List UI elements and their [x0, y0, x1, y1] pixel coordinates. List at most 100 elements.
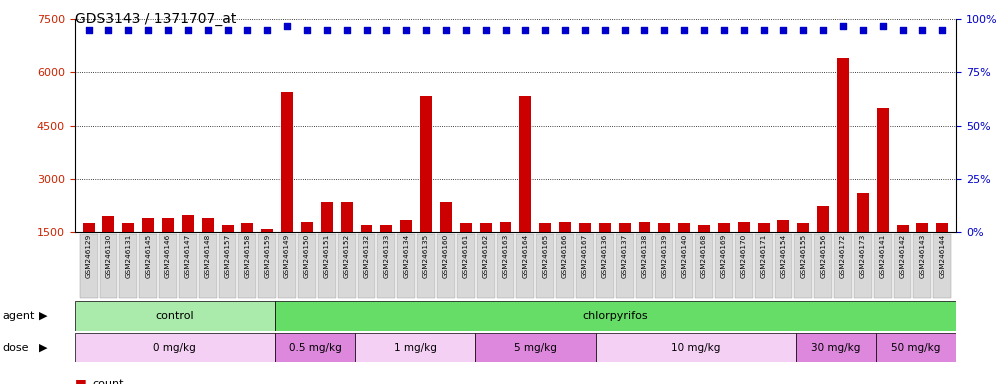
Point — [815, 27, 831, 33]
FancyBboxPatch shape — [576, 233, 594, 298]
Bar — [936, 223, 948, 286]
Point — [617, 27, 632, 33]
Point — [140, 27, 156, 33]
FancyBboxPatch shape — [755, 233, 773, 298]
Bar — [221, 225, 233, 286]
Point — [874, 23, 890, 29]
Bar — [738, 222, 750, 286]
FancyBboxPatch shape — [876, 333, 956, 362]
Point — [537, 27, 553, 33]
Text: GSM246157: GSM246157 — [224, 233, 230, 278]
Point — [219, 27, 235, 33]
Point — [716, 27, 732, 33]
Text: GSM246130: GSM246130 — [106, 233, 112, 278]
Bar — [559, 222, 571, 286]
Bar — [817, 206, 829, 286]
Text: GSM246166: GSM246166 — [562, 233, 568, 278]
FancyBboxPatch shape — [695, 233, 713, 298]
Bar — [361, 225, 373, 286]
Text: GSM246136: GSM246136 — [602, 233, 608, 278]
Point — [855, 27, 871, 33]
Point — [676, 27, 692, 33]
Bar — [480, 223, 492, 286]
Text: GSM246131: GSM246131 — [125, 233, 131, 278]
Bar — [440, 202, 452, 286]
Bar — [896, 225, 908, 286]
Point — [339, 27, 355, 33]
Text: control: control — [155, 311, 194, 321]
Bar — [579, 223, 591, 286]
FancyBboxPatch shape — [796, 333, 876, 362]
Text: GSM246172: GSM246172 — [840, 233, 846, 278]
Point — [160, 27, 176, 33]
FancyBboxPatch shape — [814, 233, 832, 298]
FancyBboxPatch shape — [635, 233, 653, 298]
Text: GSM246145: GSM246145 — [145, 233, 151, 278]
Bar — [539, 223, 551, 286]
Point — [835, 23, 851, 29]
FancyBboxPatch shape — [893, 233, 911, 298]
FancyBboxPatch shape — [219, 233, 236, 298]
Text: GSM246168: GSM246168 — [701, 233, 707, 278]
Bar — [321, 202, 333, 286]
Bar — [619, 223, 630, 286]
FancyBboxPatch shape — [556, 233, 574, 298]
Text: chlorpyrifos: chlorpyrifos — [583, 311, 648, 321]
Bar — [678, 223, 690, 286]
Bar — [778, 220, 790, 286]
Point — [756, 27, 772, 33]
Text: GSM246167: GSM246167 — [582, 233, 588, 278]
FancyBboxPatch shape — [675, 233, 693, 298]
Bar — [202, 218, 214, 286]
FancyBboxPatch shape — [775, 233, 793, 298]
Text: GSM246144: GSM246144 — [939, 233, 945, 278]
FancyBboxPatch shape — [655, 233, 673, 298]
FancyBboxPatch shape — [516, 233, 534, 298]
Text: GSM246143: GSM246143 — [919, 233, 925, 278]
FancyBboxPatch shape — [457, 233, 475, 298]
Point — [200, 27, 216, 33]
Text: 50 mg/kg: 50 mg/kg — [891, 343, 941, 353]
Text: 0.5 mg/kg: 0.5 mg/kg — [289, 343, 342, 353]
Text: GSM246151: GSM246151 — [324, 233, 330, 278]
Bar — [519, 96, 531, 286]
Text: GSM246158: GSM246158 — [244, 233, 250, 278]
Point — [597, 27, 613, 33]
Text: GSM246154: GSM246154 — [781, 233, 787, 278]
Point — [438, 27, 454, 33]
Text: GSM246173: GSM246173 — [860, 233, 866, 278]
FancyBboxPatch shape — [275, 301, 956, 331]
Bar — [380, 225, 392, 286]
Point — [418, 27, 434, 33]
FancyBboxPatch shape — [159, 233, 177, 298]
Text: GSM246152: GSM246152 — [344, 233, 350, 278]
Text: GSM246155: GSM246155 — [801, 233, 807, 278]
FancyBboxPatch shape — [735, 233, 753, 298]
FancyBboxPatch shape — [298, 233, 316, 298]
FancyBboxPatch shape — [179, 233, 197, 298]
Bar — [400, 220, 412, 286]
Point — [259, 27, 275, 33]
Bar — [718, 223, 730, 286]
Text: GSM246165: GSM246165 — [542, 233, 548, 278]
Text: GSM246140: GSM246140 — [681, 233, 687, 278]
Bar — [420, 96, 432, 286]
FancyBboxPatch shape — [834, 233, 852, 298]
Point — [299, 27, 315, 33]
Text: 30 mg/kg: 30 mg/kg — [812, 343, 861, 353]
Text: GSM246137: GSM246137 — [622, 233, 627, 278]
Bar — [301, 222, 313, 286]
Point — [577, 27, 593, 33]
FancyBboxPatch shape — [238, 233, 256, 298]
Bar — [341, 202, 353, 286]
Text: GSM246159: GSM246159 — [264, 233, 270, 278]
Text: GSM246171: GSM246171 — [761, 233, 767, 278]
Text: GSM246134: GSM246134 — [403, 233, 409, 278]
Point — [557, 27, 573, 33]
Text: ■: ■ — [75, 377, 87, 384]
Bar — [182, 215, 194, 286]
Text: GSM246170: GSM246170 — [741, 233, 747, 278]
Point — [894, 27, 910, 33]
Text: GSM246150: GSM246150 — [304, 233, 310, 278]
Bar — [281, 92, 293, 286]
